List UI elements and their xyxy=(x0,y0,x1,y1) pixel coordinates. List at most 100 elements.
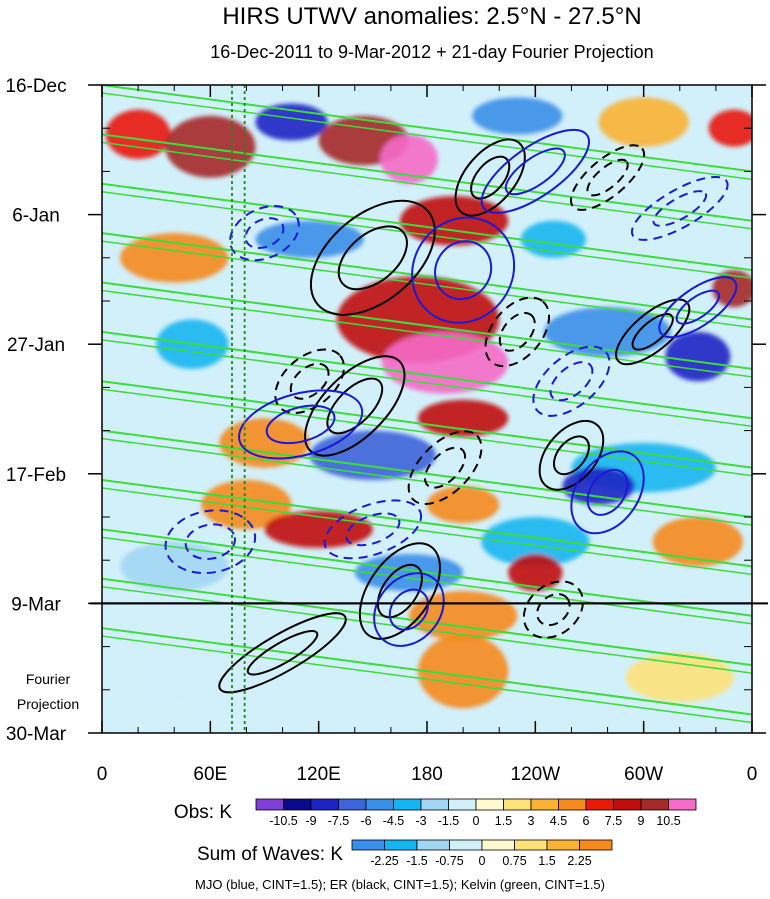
y-tick-label: 6-Jan xyxy=(12,206,60,227)
anomaly-blob xyxy=(165,115,256,178)
colorbar-level-label: 0.75 xyxy=(502,854,526,868)
chart-subtitle: 16-Dec-2011 to 9-Mar-2012 + 21-day Fouri… xyxy=(210,42,653,62)
x-tick-label: 60W xyxy=(624,764,663,785)
er-contour xyxy=(631,313,674,351)
er-contour xyxy=(538,419,605,491)
anomaly-blob xyxy=(417,399,509,437)
contours-caption: MJO (blue, CINT=1.5); ER (black, CINT=1.… xyxy=(195,877,605,892)
colorbar-level-label: -3 xyxy=(415,814,426,828)
mjo-contour xyxy=(652,190,708,227)
anomaly-blob xyxy=(147,646,274,709)
mjo-contour xyxy=(323,499,423,560)
anomaly-blob xyxy=(481,517,590,567)
colorbar-swatch xyxy=(613,798,642,811)
kelvin-contour xyxy=(102,85,752,173)
projection-label-line1: Fourier xyxy=(26,671,71,687)
kelvin-contour xyxy=(102,627,752,716)
colorbar-level-label: 4.5 xyxy=(550,814,567,828)
colorbar-level-label: -6 xyxy=(360,814,371,828)
y-tick-label: 16-Dec xyxy=(5,76,66,97)
anomaly-blob xyxy=(120,541,229,592)
mjo-contour xyxy=(184,523,236,560)
er-contour xyxy=(498,311,536,352)
colorbar-swatch xyxy=(310,798,339,811)
mjo-contour xyxy=(504,147,566,196)
kelvin-contour xyxy=(102,289,752,378)
kelvin-contour xyxy=(102,388,752,477)
kelvin-contour xyxy=(102,437,752,526)
colorbar-level-label: 6 xyxy=(583,814,590,828)
kelvin-contour xyxy=(102,92,752,181)
x-tick-label: 180 xyxy=(411,764,443,785)
anomaly-blob xyxy=(381,331,509,394)
kelvin-contour xyxy=(102,232,752,321)
colorbar-swatch xyxy=(668,798,697,811)
mjo-contour xyxy=(238,389,364,460)
mjo-contour xyxy=(244,217,285,250)
x-axis-tick-labels: 0 60E 120E 180 120W 60W 0 xyxy=(97,764,758,785)
colorbar-level-label: 0 xyxy=(473,814,480,828)
colorbar-level-label: 1.5 xyxy=(495,814,512,828)
mjo-contour xyxy=(480,128,591,214)
er-contour xyxy=(309,199,436,316)
kelvin-contour xyxy=(102,478,752,568)
anomaly-blob xyxy=(520,220,586,258)
colorbar-swatch xyxy=(393,798,422,811)
kelvin-contour xyxy=(102,429,752,518)
colorbar-swatch xyxy=(351,839,385,851)
colorbar-swatch xyxy=(585,798,614,811)
colorbar-swatch xyxy=(420,798,449,811)
colorbar-swatch xyxy=(283,798,312,811)
mjo-contour xyxy=(570,450,645,535)
y-tick-label: 27-Jan xyxy=(7,335,65,356)
plot-area xyxy=(88,84,766,734)
y-axis-tick-labels: 16-Dec 6-Jan 27-Jan 17-Feb 9-Mar 30-Mar xyxy=(5,76,66,745)
x-tick-label: 120E xyxy=(296,764,340,785)
colorbar-level-label: 2.25 xyxy=(567,854,591,868)
mjo-contour xyxy=(658,276,738,339)
anomaly-blob xyxy=(318,621,428,659)
colorbar-swatch xyxy=(255,798,284,811)
colorbar-level-label: -9 xyxy=(305,814,316,828)
colorbar-swatch xyxy=(449,839,483,851)
projection-label-line2: Projection xyxy=(17,696,79,712)
waves-colorbar: -2.25 -1.5 -0.75 0 0.75 1.5 2.25 xyxy=(351,839,613,868)
kelvin-contour xyxy=(102,487,752,576)
colorbar-swatch xyxy=(503,798,532,811)
x-tick-label: 60E xyxy=(193,764,227,785)
kelvin-contour xyxy=(102,133,752,222)
colorbar-level-label: 10.5 xyxy=(656,814,680,828)
waves-legend-label: Sum of Waves: K xyxy=(197,844,343,865)
colorbar-swatch xyxy=(481,839,515,851)
anomaly-blob xyxy=(708,109,752,147)
colorbar-swatch xyxy=(448,798,477,811)
colorbar-level-label: -0.75 xyxy=(435,854,464,868)
kelvin-contours xyxy=(102,85,752,724)
kelvin-contour xyxy=(102,141,752,230)
anomaly-blob xyxy=(309,430,437,480)
anomaly-blob xyxy=(625,652,734,703)
er-contour xyxy=(218,612,347,694)
er-contour xyxy=(376,563,423,619)
colorbar-swatch xyxy=(558,798,587,811)
chart-title: HIRS UTWV anomalies: 2.5°N - 27.5°N xyxy=(222,3,641,30)
mjo-contour xyxy=(549,361,594,402)
mjo-contour xyxy=(164,509,257,575)
axis-ticks xyxy=(88,84,766,734)
mjo-contour xyxy=(345,512,401,547)
er-contour xyxy=(304,355,406,457)
er-contour xyxy=(326,377,384,435)
anomaly-blob xyxy=(120,233,229,283)
kelvin-contour xyxy=(102,240,752,329)
er-contour xyxy=(246,630,319,676)
er-contour xyxy=(484,296,551,368)
kelvin-contour xyxy=(102,577,752,667)
mjo-contour xyxy=(434,240,493,301)
anomaly-blob xyxy=(105,109,171,160)
colorbar-level-label: -10.5 xyxy=(269,814,298,828)
er-contour xyxy=(536,593,571,627)
anomaly-blob xyxy=(508,554,563,592)
y-tick-label: 30-Mar xyxy=(6,724,67,745)
kelvin-contour xyxy=(102,182,752,272)
reference-longitude-lines xyxy=(231,85,246,733)
